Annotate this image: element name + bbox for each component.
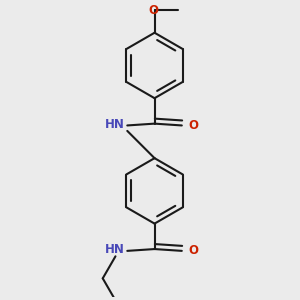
Text: O: O <box>189 119 199 132</box>
Text: HN: HN <box>105 244 124 256</box>
Text: HN: HN <box>105 118 124 131</box>
Text: O: O <box>189 244 199 257</box>
Text: O: O <box>148 4 159 16</box>
